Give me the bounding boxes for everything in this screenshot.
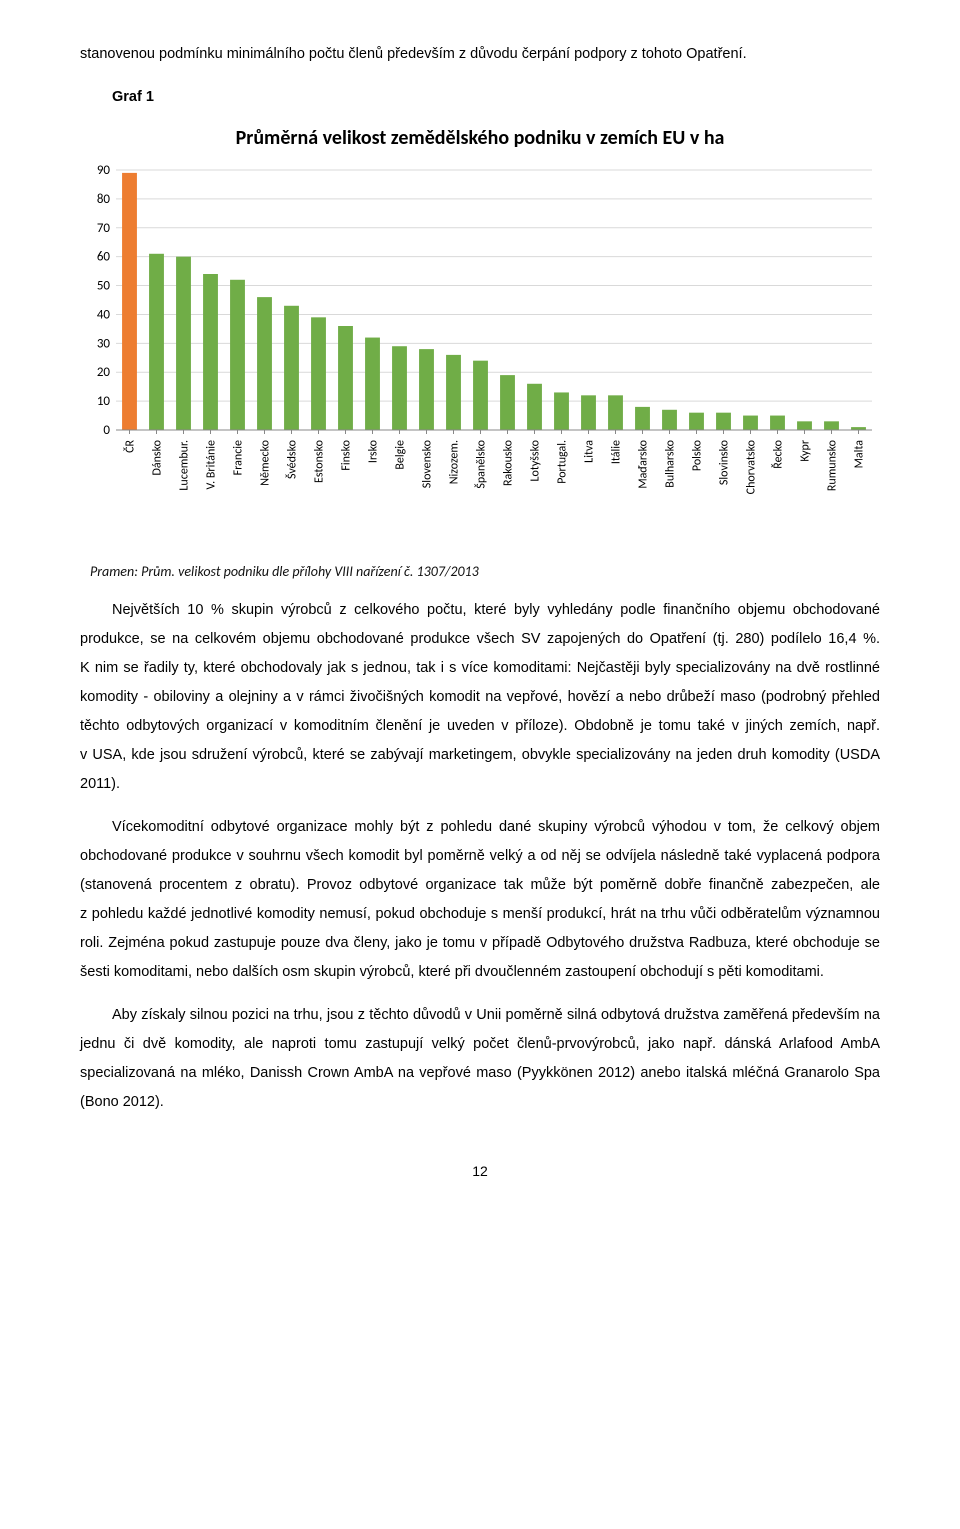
svg-text:Kypr: Kypr: [799, 440, 813, 462]
svg-text:Bulharsko: Bulharsko: [664, 440, 678, 488]
svg-text:Estonsko: Estonsko: [313, 440, 327, 483]
svg-text:Švédsko: Švédsko: [286, 440, 300, 479]
svg-text:Španělsko: Španělsko: [475, 440, 489, 489]
svg-text:40: 40: [97, 307, 111, 322]
svg-text:Lucembur.: Lucembur.: [178, 440, 192, 491]
svg-text:Malta: Malta: [853, 440, 867, 469]
paragraph-2: Vícekomoditní odbytové organizace mohly …: [80, 813, 880, 987]
svg-text:Polsko: Polsko: [691, 440, 705, 471]
svg-text:60: 60: [97, 250, 111, 265]
chart-container: Průměrná velikost zemědělského podniku v…: [80, 118, 880, 592]
paragraph-1: Největších 10 % skupin výrobců z celkové…: [80, 596, 880, 799]
svg-text:Belgie: Belgie: [394, 440, 408, 470]
svg-text:10: 10: [97, 394, 111, 409]
svg-text:20: 20: [97, 365, 111, 380]
svg-text:Francie: Francie: [232, 440, 246, 475]
svg-text:Lotyšsko: Lotyšsko: [529, 440, 543, 481]
svg-text:Dánsko: Dánsko: [151, 440, 165, 476]
svg-text:30: 30: [97, 336, 111, 351]
paragraph-top: stanovenou podmínku minimálního počtu čl…: [80, 40, 880, 69]
svg-text:80: 80: [97, 192, 111, 207]
svg-text:90: 90: [97, 163, 111, 178]
svg-text:Slovensko: Slovensko: [421, 440, 435, 488]
svg-text:Rakousko: Rakousko: [502, 440, 516, 486]
svg-text:Portugal.: Portugal.: [556, 440, 570, 484]
chart-source: Pramen: Prům. velikost podniku dle přílo…: [80, 558, 880, 586]
svg-text:Chorvatsko: Chorvatsko: [745, 440, 759, 494]
svg-text:70: 70: [97, 221, 111, 236]
paragraph-3: Aby získaly silnou pozici na trhu, jsou …: [80, 1001, 880, 1117]
svg-text:Finsko: Finsko: [340, 440, 354, 471]
svg-text:Německo: Německo: [259, 440, 273, 486]
svg-text:0: 0: [103, 423, 110, 438]
page-number: 12: [80, 1157, 880, 1185]
svg-text:V. Británie: V. Británie: [205, 440, 219, 489]
svg-text:Slovinsko: Slovinsko: [718, 440, 732, 485]
svg-text:Irsko: Irsko: [367, 440, 381, 463]
svg-text:50: 50: [97, 279, 111, 294]
svg-text:Maďarsko: Maďarsko: [637, 440, 651, 489]
svg-text:Řecko: Řecko: [772, 440, 786, 469]
svg-text:Itálie: Itálie: [610, 440, 624, 464]
chart-label: Graf 1: [80, 83, 880, 112]
svg-text:ČR: ČR: [124, 440, 138, 453]
svg-text:Rumunsko: Rumunsko: [826, 440, 840, 491]
svg-text:Nizozem.: Nizozem.: [448, 440, 462, 484]
svg-text:Litva: Litva: [583, 440, 597, 463]
bar-chart: 0 10 20 30 40 50 60 70 80 90 ČR Dánsko Lucembur. V. B…: [80, 162, 880, 552]
chart-title: Průměrná velikost zemědělského podniku v…: [80, 118, 880, 158]
